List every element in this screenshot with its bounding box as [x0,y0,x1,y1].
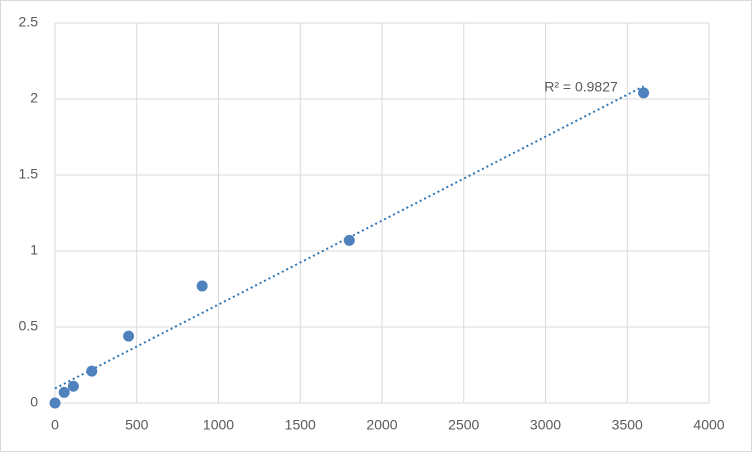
data-point [123,330,135,342]
y-tick-label: 0 [30,394,38,410]
data-point [49,397,61,409]
data-point [58,386,70,398]
x-tick-label: 3500 [612,417,643,433]
y-tick-label: 2 [30,90,38,106]
x-tick-label: 2000 [366,417,397,433]
data-point [196,280,208,292]
x-tick-label: 1500 [285,417,316,433]
x-tick-label: 3000 [530,417,561,433]
r-squared-annotation: R² = 0.9827 [544,79,618,95]
y-tick-label: 1 [30,242,38,258]
x-tick-label: 0 [51,417,59,433]
y-tick-label: 0.5 [19,318,39,334]
x-tick-label: 4000 [693,417,724,433]
y-tick-label: 1.5 [19,166,39,182]
data-point [343,234,355,246]
x-tick-label: 2500 [448,417,479,433]
x-tick-label: 1000 [203,417,234,433]
x-tick-label: 500 [125,417,149,433]
data-point [86,365,98,377]
data-point [67,380,79,392]
data-point [638,87,650,99]
y-tick-label: 2.5 [19,14,39,30]
